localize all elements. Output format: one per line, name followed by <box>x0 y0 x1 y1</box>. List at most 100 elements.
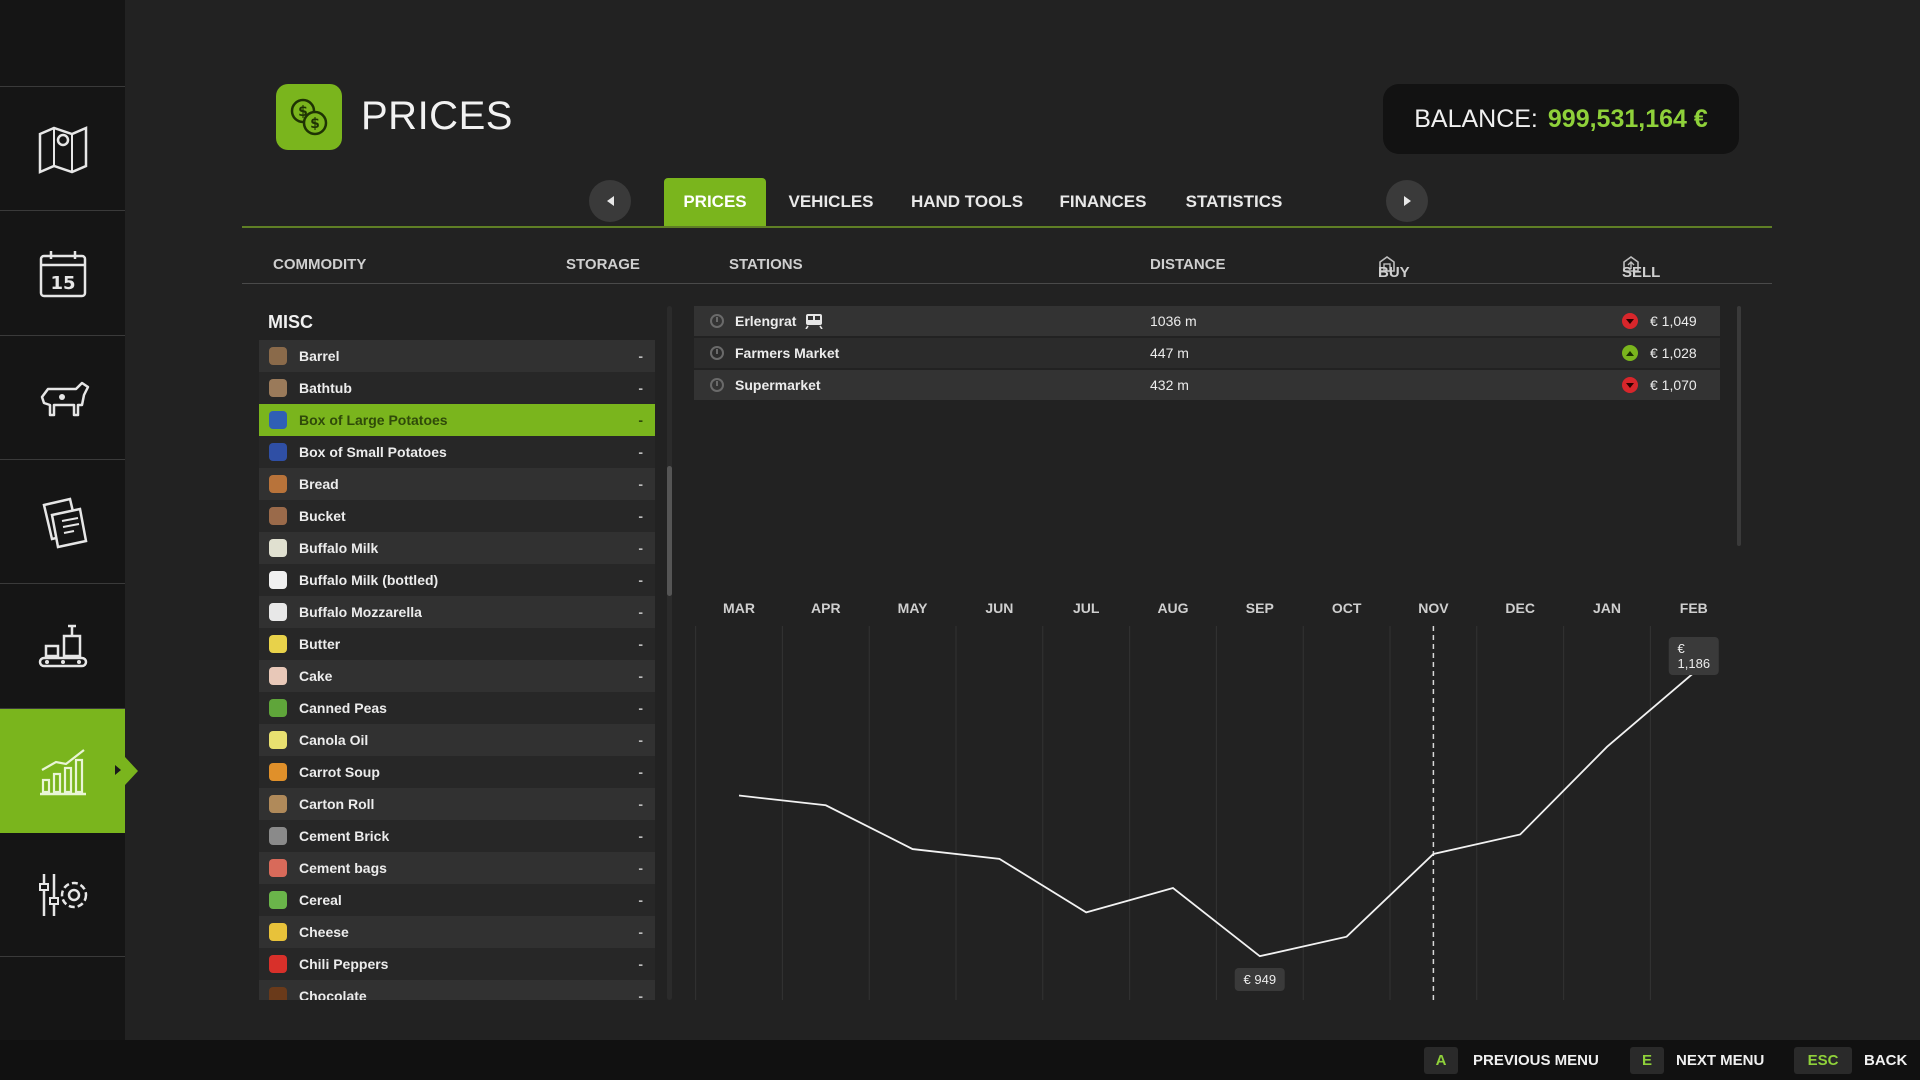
next-tab-button[interactable] <box>1386 180 1428 222</box>
prices-page-icon: $ $ <box>276 84 342 150</box>
commodity-storage: - <box>638 860 643 876</box>
next-menu-button[interactable]: NEXT MENU <box>1676 1052 1765 1069</box>
list-item[interactable]: Box of Small Potatoes - <box>259 436 655 468</box>
list-item[interactable]: Cheese - <box>259 916 655 948</box>
station-sell-price: € 1,049 <box>1650 313 1697 329</box>
commodity-storage: - <box>638 892 643 908</box>
list-item[interactable]: Cereal - <box>259 884 655 916</box>
station-distance: 447 m <box>1150 345 1189 361</box>
sidebar-item-production[interactable] <box>0 585 125 709</box>
commodity-storage: - <box>638 732 643 748</box>
col-sell-label: SELL <box>1622 264 1661 281</box>
list-item[interactable]: Buffalo Mozzarella - <box>259 596 655 628</box>
list-item[interactable]: Cake - <box>259 660 655 692</box>
tab-prices[interactable]: PRICES <box>664 178 766 226</box>
previous-menu-key[interactable]: A <box>1424 1047 1458 1074</box>
back-key[interactable]: ESC <box>1794 1047 1852 1074</box>
min-price-label: € 949 <box>1234 968 1286 992</box>
coins-icon: $ $ <box>290 98 328 136</box>
commodity-storage: - <box>638 668 643 684</box>
col-commodity: COMMODITY <box>273 256 367 273</box>
commodity-name: Canned Peas <box>299 700 387 716</box>
back-button[interactable]: BACK <box>1864 1052 1908 1069</box>
col-buy[interactable]: BUY <box>1378 256 1410 281</box>
tab-finances[interactable]: FINANCES <box>1059 192 1147 211</box>
commodity-icon <box>269 635 287 653</box>
commodity-icon <box>269 667 287 685</box>
commodity-name: Chili Peppers <box>299 956 389 972</box>
previous-tab-button[interactable] <box>589 180 631 222</box>
active-caret-icon <box>115 765 121 775</box>
commodity-icon <box>269 379 287 397</box>
commodity-storage: - <box>638 572 643 588</box>
commodity-storage: - <box>638 828 643 844</box>
x-tick-label: AUG <box>1157 600 1189 616</box>
commodity-name: Buffalo Mozzarella <box>299 604 422 620</box>
station-list-scrollbar[interactable] <box>1737 306 1741 546</box>
map-icon <box>38 125 87 174</box>
commodity-storage: - <box>638 380 643 396</box>
sidebar-item-map[interactable] <box>0 87 125 211</box>
scrollbar-thumb[interactable] <box>667 466 672 596</box>
list-item[interactable]: Barrel - <box>259 340 655 372</box>
clock-icon <box>710 314 724 328</box>
sidebar-item-animals[interactable] <box>0 336 125 460</box>
list-item[interactable]: Cement bags - <box>259 852 655 884</box>
table-row[interactable]: Erlengrat 1036 m € 1,049 <box>694 306 1720 336</box>
list-item[interactable]: Buffalo Milk (bottled) - <box>259 564 655 596</box>
balance-label: BALANCE: <box>1414 104 1538 133</box>
commodity-name: Carton Roll <box>299 796 375 812</box>
table-row[interactable]: Supermarket 432 m € 1,070 <box>694 370 1720 400</box>
commodity-storage: - <box>638 348 643 364</box>
tab-hand-tools[interactable]: HAND TOOLS <box>910 192 1024 211</box>
x-tick-label: MAR <box>723 600 755 616</box>
list-item[interactable]: Carrot Soup - <box>259 756 655 788</box>
commodity-list: Barrel - Bathtub - Box of Large Potatoes - Box… <box>259 340 655 1000</box>
list-item[interactable]: Carton Roll - <box>259 788 655 820</box>
table-row[interactable]: Farmers Market 447 m € 1,028 <box>694 338 1720 368</box>
commodity-name: Cement Brick <box>299 828 390 844</box>
settings-icon <box>38 873 87 916</box>
list-item[interactable]: Butter - <box>259 628 655 660</box>
col-buy-label: BUY <box>1378 264 1410 281</box>
train-icon <box>805 314 823 329</box>
list-item[interactable]: Cement Brick - <box>259 820 655 852</box>
clock-icon <box>710 346 724 360</box>
list-item[interactable]: Bread - <box>259 468 655 500</box>
sidebar-item-contracts[interactable] <box>0 460 125 584</box>
sidebar-item-settings[interactable] <box>0 833 125 957</box>
sidebar-item-calendar[interactable]: 15 <box>0 212 125 336</box>
price-chart-svg <box>695 626 1695 1000</box>
col-sell[interactable]: SELL <box>1622 256 1660 281</box>
list-item[interactable]: Chili Peppers - <box>259 948 655 980</box>
list-item[interactable]: Chocolate - <box>259 980 655 1000</box>
list-item[interactable]: Bathtub - <box>259 372 655 404</box>
commodity-icon <box>269 699 287 717</box>
trend-down-icon <box>1622 313 1638 329</box>
commodity-name: Carrot Soup <box>299 764 380 780</box>
previous-menu-button[interactable]: PREVIOUS MENU <box>1473 1052 1599 1069</box>
list-item[interactable]: Canola Oil - <box>259 724 655 756</box>
tab-statistics[interactable]: STATISTICS <box>1185 192 1283 211</box>
list-item[interactable]: Canned Peas - <box>259 692 655 724</box>
commodity-name: Buffalo Milk (bottled) <box>299 572 439 588</box>
commodity-list-scrollbar[interactable] <box>667 306 672 1000</box>
list-item[interactable]: Buffalo Milk - <box>259 532 655 564</box>
station-list: Erlengrat 1036 m € 1,049 Farmers Market 447 … <box>694 306 1720 402</box>
commodity-storage: - <box>638 700 643 716</box>
commodity-name: Box of Large Potatoes <box>299 412 448 428</box>
balance-value: 999,531,164 € <box>1547 104 1708 133</box>
x-tick-label: JUL <box>1072 600 1100 616</box>
tab-vehicles[interactable]: VEHICLES <box>788 192 874 211</box>
next-menu-key[interactable]: E <box>1630 1047 1664 1074</box>
commodity-storage: - <box>638 924 643 940</box>
sidebar-item-prices[interactable] <box>0 709 125 833</box>
list-item[interactable]: Box of Large Potatoes - <box>259 404 655 436</box>
category-title: MISC <box>268 312 313 332</box>
clock-icon <box>710 378 724 392</box>
price-chart: MAR APR MAY JUN JUL AUG SEP OCT NOV DEC JAN FEB € 1,… <box>690 590 1720 1000</box>
commodity-name: Cheese <box>299 924 349 940</box>
sell-station-icon <box>1623 256 1639 272</box>
column-header: COMMODITY STORAGE STATIONS DISTANCE BUY … <box>242 248 1772 284</box>
list-item[interactable]: Bucket - <box>259 500 655 532</box>
